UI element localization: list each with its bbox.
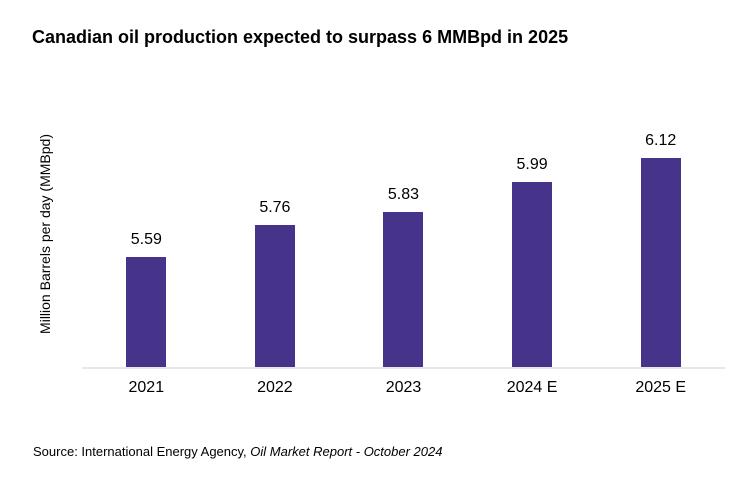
bar-group: 5.59 [82,100,211,367]
bar-group: 5.99 [468,100,597,367]
x-axis-category-label: 2024 E [506,379,558,396]
y-axis-title: Million Barrels per day (MMBpd) [37,133,53,334]
x-axis-category-label: 2025 E [635,379,687,396]
y-axis-title-wrap: Million Barrels per day (MMBpd) [34,100,56,367]
bar-value-label: 6.12 [645,132,677,149]
bar-value-label: 5.99 [516,156,548,173]
source-report-name: Oil Market Report - October 2024 [250,444,443,459]
bar [512,182,553,367]
bar-value-label: 5.83 [387,186,420,203]
x-axis-category-label: 2023 [385,379,422,396]
bar [254,225,295,367]
bar-group: 5.76 [211,100,340,367]
source-prefix: Source: International Energy Agency, [33,444,251,459]
chart-title: Canadian oil production expected to surp… [32,27,569,47]
bar-value-label: 5.59 [130,231,162,248]
x-axis-category-label: 2021 [128,379,165,396]
source-note: Source: International Energy Agency, Oil… [33,444,442,461]
plot-area: 5.59 5.76 5.83 5.99 6.12 [82,100,725,369]
bar [383,212,424,367]
x-axis-category-label: 2022 [257,379,293,396]
x-axis-labels: 2021 2022 2023 2024 E 2025 E [82,379,725,397]
bar [126,257,167,367]
bar-group: 5.83 [339,100,468,367]
bar [640,158,681,367]
bar-value-label: 5.76 [259,199,291,216]
bar-group: 6.12 [596,100,725,367]
